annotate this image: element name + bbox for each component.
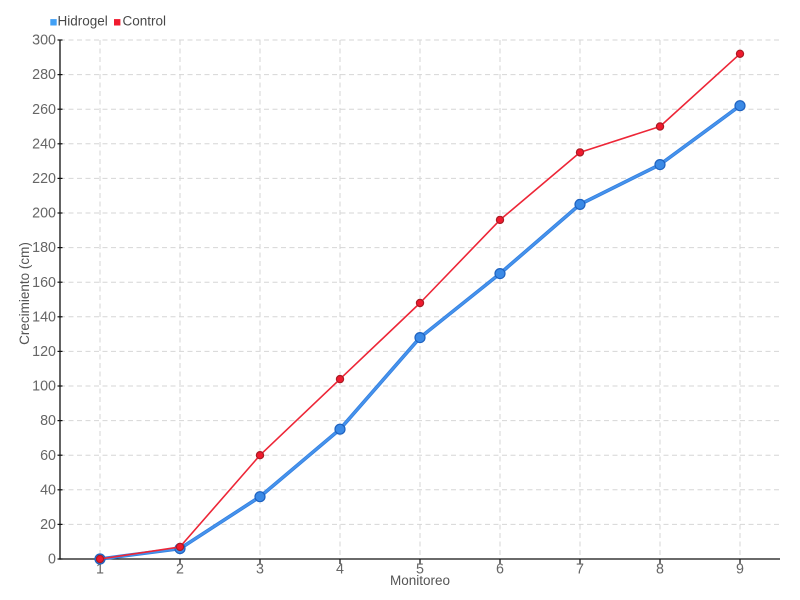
svg-text:180: 180 <box>32 240 56 256</box>
svg-text:Crecimiento (cm): Crecimiento (cm) <box>17 242 32 345</box>
svg-text:20: 20 <box>40 517 56 533</box>
svg-text:200: 200 <box>32 206 56 222</box>
svg-text:260: 260 <box>32 102 56 118</box>
svg-text:3: 3 <box>256 561 264 577</box>
svg-text:60: 60 <box>40 448 56 464</box>
svg-text:5: 5 <box>416 561 424 577</box>
svg-text:80: 80 <box>40 413 56 429</box>
svg-text:7: 7 <box>576 561 584 577</box>
svg-text:100: 100 <box>32 379 56 395</box>
svg-text:140: 140 <box>32 309 56 325</box>
svg-text:Hidrogel: Hidrogel <box>58 14 108 29</box>
svg-text:4: 4 <box>336 561 344 577</box>
svg-text:0: 0 <box>48 552 56 568</box>
svg-text:220: 220 <box>32 171 56 187</box>
svg-text:Monitoreo: Monitoreo <box>390 573 450 588</box>
svg-text:240: 240 <box>32 136 56 152</box>
svg-text:120: 120 <box>32 344 56 360</box>
svg-text:9: 9 <box>736 561 744 577</box>
svg-text:40: 40 <box>40 482 56 498</box>
svg-text:2: 2 <box>176 561 184 577</box>
svg-text:8: 8 <box>656 561 664 577</box>
svg-text:Control: Control <box>123 14 167 29</box>
svg-text:300: 300 <box>32 33 56 49</box>
svg-text:160: 160 <box>32 275 56 291</box>
svg-text:1: 1 <box>96 561 104 577</box>
svg-text:6: 6 <box>496 561 504 577</box>
svg-text:280: 280 <box>32 67 56 83</box>
